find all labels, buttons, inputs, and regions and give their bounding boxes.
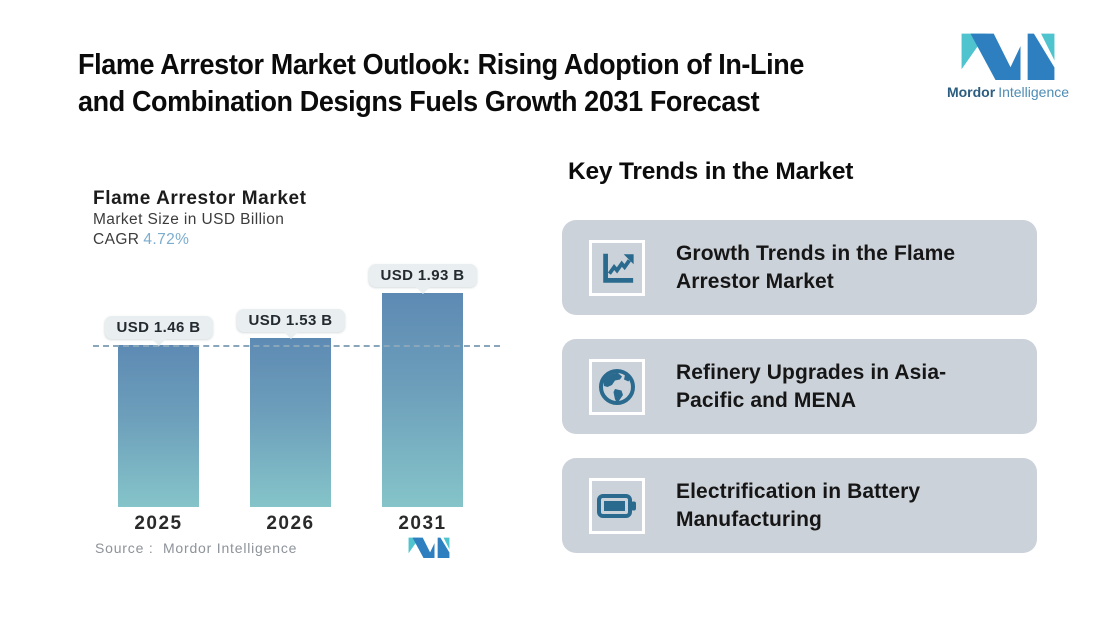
trend-card-text: Growth Trends in the Flame Arrestor Mark…: [676, 242, 956, 293]
bar-2026: [250, 338, 331, 507]
source-value: Mordor Intelligence: [162, 540, 298, 556]
trend-cards: Growth Trends in the Flame Arrestor Mark…: [562, 220, 1037, 577]
reference-dashed-line: [93, 345, 500, 347]
page-title-line2: and Combination Designs Fuels Growth 203…: [78, 86, 760, 118]
trend-card: Growth Trends in the Flame Arrestor Mark…: [562, 220, 1037, 315]
chart-cagr: CAGR 4.72%: [93, 231, 189, 249]
cagr-value: 4.72%: [143, 231, 190, 248]
brand-logo: Mordor Intelligence: [946, 30, 1070, 100]
bar-2025: [118, 345, 199, 507]
trend-card: Refinery Upgrades in Asia-Pacific and ME…: [562, 339, 1037, 434]
globe-icon: [589, 358, 645, 415]
mordor-intelligence-logo-icon: [961, 33, 1055, 80]
battery-icon: [589, 477, 645, 534]
page-title: Flame Arrestor Market Outlook: Rising Ad…: [78, 47, 804, 121]
bar-value-label: USD 1.46 B: [104, 316, 213, 346]
chart-subtitle: Market Size in USD Billion: [93, 211, 285, 228]
page-title-line1: Flame Arrestor Market Outlook: Rising Ad…: [78, 49, 804, 81]
brand-wordmark: Mordor Intelligence: [946, 84, 1070, 100]
bar-category-label: 2025: [134, 513, 183, 534]
key-trends-heading: Key Trends in the Market: [568, 158, 854, 185]
cagr-label: CAGR: [93, 231, 140, 248]
bar-value-label: USD 1.53 B: [236, 309, 345, 339]
chart-title: Flame Arrestor Market: [93, 188, 307, 209]
bar-2031: [382, 293, 463, 507]
source-label: Source :: [95, 540, 154, 556]
line-chart-icon: [589, 239, 645, 296]
brand-word-intelligence: Intelligence: [998, 84, 1070, 100]
brand-word-mordor: Mordor: [946, 84, 996, 100]
trend-card-text: Electrification in Battery Manufacturing: [676, 480, 921, 531]
bar-category-label: 2031: [398, 513, 447, 534]
bar-chart: USD 1.46 B 2025 USD 1.53 B 2026 USD 1.93 B 20…: [93, 258, 500, 534]
source-note: Source : Mordor Intelligence: [95, 540, 297, 556]
bar-value-label: USD 1.93 B: [368, 264, 477, 294]
trend-card-text: Refinery Upgrades in Asia-Pacific and ME…: [676, 361, 947, 412]
bar-category-label: 2026: [266, 513, 315, 534]
trend-card: Electrification in Battery Manufacturing: [562, 458, 1037, 553]
mordor-intelligence-logo-icon: [408, 537, 450, 558]
